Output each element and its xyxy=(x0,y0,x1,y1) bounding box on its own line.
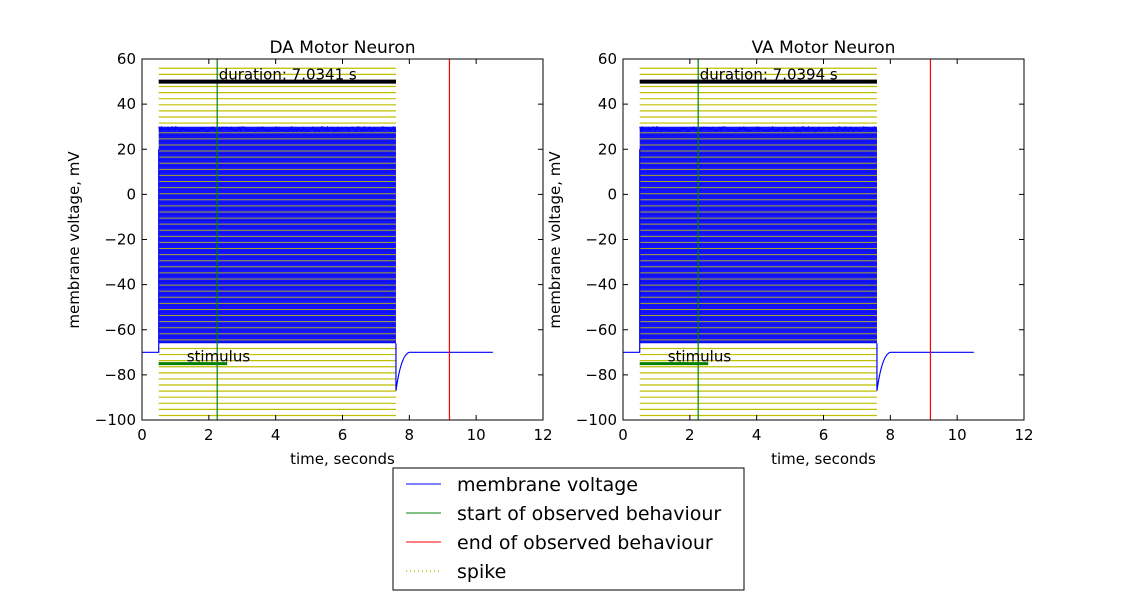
plot-area: duration: 7.0341 s stimulus 0 2 4 6 8 10 12 60 40 2… xyxy=(95,50,553,444)
y-tick-label: 60 xyxy=(598,50,617,68)
x-tick-label: 6 xyxy=(819,426,829,444)
x-tick-label: 12 xyxy=(1014,426,1033,444)
x-tick-label: 8 xyxy=(886,426,896,444)
y-tick-label: 40 xyxy=(598,95,617,113)
x-tick-label: 4 xyxy=(271,426,281,444)
legend-label: membrane voltage xyxy=(457,474,638,496)
x-tick-label: 0 xyxy=(137,426,147,444)
x-tick-label: 0 xyxy=(618,426,628,444)
plot-inner xyxy=(623,59,974,420)
y-tick-label: −20 xyxy=(585,231,617,249)
x-axis-label: time, seconds xyxy=(771,450,876,468)
duration-label: duration: 7.0394 s xyxy=(700,66,838,84)
y-tick-label: −40 xyxy=(104,276,136,294)
y-axis-label: membrane voltage, mV xyxy=(65,151,83,329)
chart-title: VA Motor Neuron xyxy=(752,38,896,58)
plot-area: duration: 7.0394 s stimulus 0 2 4 6 8 10 12 60 40 2… xyxy=(576,50,1034,444)
x-tick-label: 2 xyxy=(685,426,695,444)
x-tick-label: 12 xyxy=(533,426,552,444)
spike-train xyxy=(639,126,877,344)
duration-label: duration: 7.0341 s xyxy=(219,66,357,84)
legend-item-start-of-observed-behaviour: start of observed behaviour xyxy=(406,503,721,525)
y-tick-label: −40 xyxy=(585,276,617,294)
legend: membrane voltage start of observed behav… xyxy=(392,467,745,591)
plot-inner xyxy=(142,59,493,420)
trace-resting-after xyxy=(395,343,493,391)
legend-box xyxy=(392,467,745,591)
trace-resting-before xyxy=(623,149,641,353)
y-tick-label: 20 xyxy=(117,140,136,158)
y-tick-label: 40 xyxy=(117,95,136,113)
y-axis-label: membrane voltage, mV xyxy=(546,151,564,329)
y-tick-label: 0 xyxy=(126,185,136,203)
y-tick-label: −60 xyxy=(585,321,617,339)
x-tick-label: 4 xyxy=(752,426,762,444)
spike-peak-edge xyxy=(158,125,397,134)
x-tick-label: 2 xyxy=(204,426,214,444)
spike-train xyxy=(158,126,396,344)
legend-item-membrane-voltage: membrane voltage xyxy=(406,474,638,496)
x-tick-label: 10 xyxy=(948,426,967,444)
legend-item-spike: spike xyxy=(406,561,506,583)
chart-va-motor-neuron: VA Motor Neuron membrane voltage, mV tim… xyxy=(546,38,1034,468)
membrane-voltage-series xyxy=(623,125,974,391)
y-tick-label: 0 xyxy=(607,185,617,203)
y-tick-label: −80 xyxy=(104,366,136,384)
legend-label: spike xyxy=(457,561,506,583)
trace-resting-after xyxy=(876,343,974,391)
x-axis-label: time, seconds xyxy=(290,450,395,468)
y-tick-label: −100 xyxy=(576,411,617,429)
stimulus-label: stimulus xyxy=(187,348,251,366)
y-tick-label: 20 xyxy=(598,140,617,158)
y-tick-label: 60 xyxy=(117,50,136,68)
x-tick-label: 10 xyxy=(467,426,486,444)
y-tick-label: −20 xyxy=(104,231,136,249)
x-tick-label: 8 xyxy=(405,426,415,444)
membrane-voltage-series xyxy=(142,125,493,391)
spike-peak-edge xyxy=(639,125,878,134)
y-tick-label: −100 xyxy=(95,411,136,429)
stimulus-label: stimulus xyxy=(668,348,732,366)
legend-item-end-of-observed-behaviour: end of observed behaviour xyxy=(406,532,713,554)
chart-da-motor-neuron: DA Motor Neuron membrane voltage, mV tim… xyxy=(65,38,553,468)
y-tick-label: −80 xyxy=(585,366,617,384)
legend-label: end of observed behaviour xyxy=(457,532,713,554)
y-tick-label: −60 xyxy=(104,321,136,339)
legend-label: start of observed behaviour xyxy=(457,503,721,525)
chart-title: DA Motor Neuron xyxy=(269,38,415,58)
trace-resting-before xyxy=(142,149,160,353)
x-tick-label: 6 xyxy=(338,426,348,444)
